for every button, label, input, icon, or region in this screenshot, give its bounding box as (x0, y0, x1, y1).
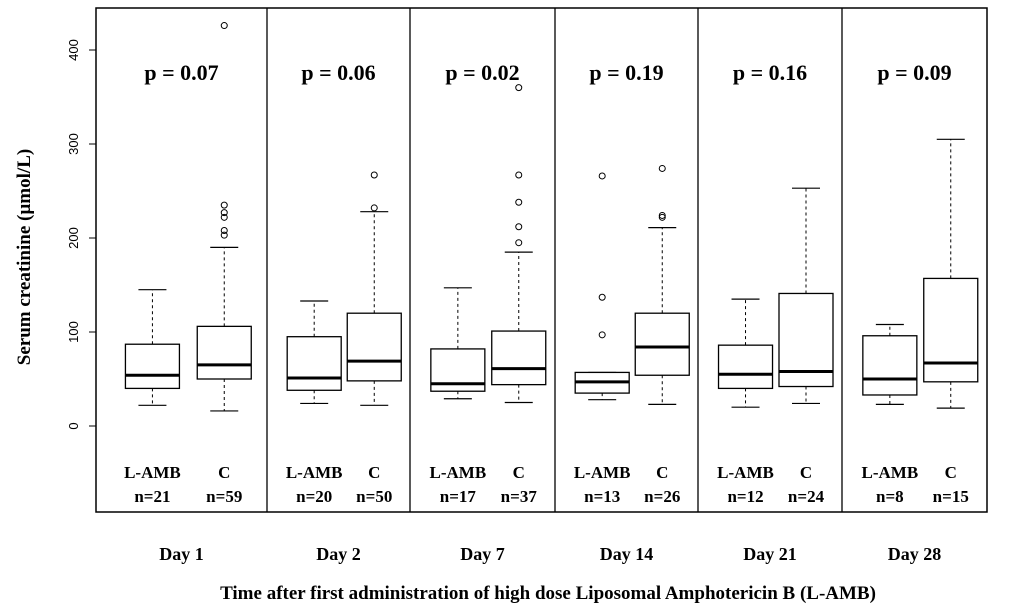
sample-size-label: n=37 (501, 487, 538, 506)
p-value-label: p = 0.06 (301, 60, 375, 85)
box-iqr (717, 344, 774, 390)
sample-size-label: n=59 (206, 487, 242, 506)
y-tick-label: 100 (66, 321, 81, 343)
day-label: Day 1 (159, 544, 204, 564)
sample-size-label: n=21 (134, 487, 170, 506)
group-label: L-AMB (574, 463, 631, 482)
day-label: Day 7 (460, 544, 505, 564)
outlier-point (370, 171, 378, 179)
group-label: L-AMB (124, 463, 181, 482)
box-iqr (862, 335, 918, 396)
outlier-point (658, 164, 666, 172)
y-tick-label: 0 (66, 422, 81, 429)
plot-frame (95, 7, 988, 513)
group-label: C (368, 463, 380, 482)
box-iqr (634, 312, 690, 376)
outlier-point (598, 172, 606, 180)
outlier-point (220, 22, 228, 30)
outlier-point (370, 204, 378, 212)
plot-area: 0 100 200 300 400 p = 0.07 Day 1 L-AMB n=21 Cn=59… (66, 7, 988, 564)
group-label: L-AMB (430, 463, 487, 482)
group-label: L-AMB (717, 463, 774, 482)
p-value-label: p = 0.16 (733, 60, 807, 85)
sample-size-label: n=8 (876, 487, 904, 506)
day-label: Day 2 (316, 544, 361, 564)
y-tick-label: 200 (66, 227, 81, 249)
sample-size-label: n=13 (584, 487, 620, 506)
sample-size-label: n=26 (644, 487, 680, 506)
sample-size-label: n=20 (296, 487, 332, 506)
box-iqr (923, 277, 979, 383)
sample-size-label: n=12 (727, 487, 763, 506)
outlier-point (515, 239, 523, 247)
y-tick-label: 300 (66, 133, 81, 155)
outlier-point (515, 223, 523, 231)
group-label: L-AMB (286, 463, 343, 482)
outlier-point (598, 331, 606, 339)
x-axis-label: Time after first administration of high … (220, 583, 876, 604)
box-iqr (346, 312, 402, 382)
group-label: C (513, 463, 525, 482)
outlier-point (515, 171, 523, 179)
y-tick-label: 400 (66, 39, 81, 61)
outlier-point (220, 226, 228, 234)
p-value-label: p = 0.07 (144, 60, 218, 85)
group-label: C (800, 463, 812, 482)
group-label: C (945, 463, 957, 482)
sample-size-label: n=15 (933, 487, 969, 506)
group-label: C (218, 463, 230, 482)
box-iqr (124, 343, 181, 390)
box-iqr (491, 330, 547, 386)
sample-size-label: n=24 (788, 487, 825, 506)
sample-size-label: n=17 (440, 487, 477, 506)
outlier-point (220, 231, 228, 239)
day-label: Day 21 (743, 544, 797, 564)
p-value-label: p = 0.19 (589, 60, 663, 85)
outlier-point (598, 293, 606, 301)
outlier-point (220, 201, 228, 209)
outlier-point (515, 84, 523, 92)
group-label: L-AMB (862, 463, 919, 482)
outlier-point (220, 209, 228, 217)
day-label: Day 28 (888, 544, 942, 564)
box-iqr (196, 325, 252, 380)
p-value-label: p = 0.02 (445, 60, 519, 85)
outlier-point (220, 213, 228, 221)
outlier-point (658, 213, 666, 221)
outlier-point (658, 211, 666, 219)
sample-size-label: n=50 (356, 487, 392, 506)
group-label: C (656, 463, 668, 482)
p-value-label: p = 0.09 (877, 60, 951, 85)
box-iqr (286, 336, 342, 391)
outlier-point (515, 198, 523, 206)
y-axis-label: Serum creatinine (µmol/L) (14, 149, 35, 365)
day-label: Day 14 (600, 544, 654, 564)
